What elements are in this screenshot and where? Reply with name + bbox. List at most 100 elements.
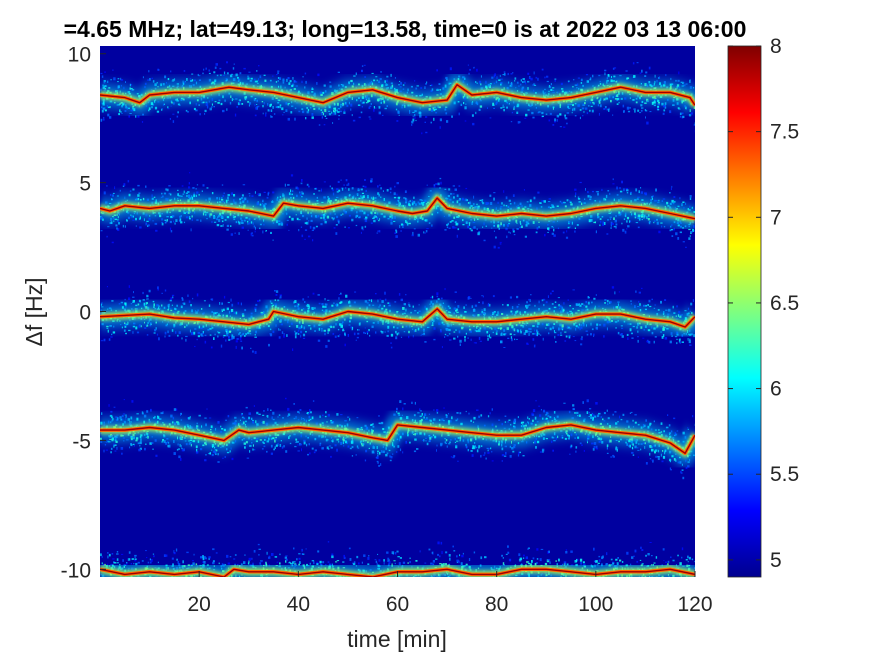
noise-speck-1-1221 bbox=[362, 185, 365, 187]
noise-speck-1-1116 bbox=[431, 225, 433, 227]
noise-speck-0-172 bbox=[528, 77, 531, 79]
noise-speck-1-1553 bbox=[635, 222, 639, 224]
noise-speck-0-56 bbox=[351, 114, 353, 117]
noise-speck-0-553 bbox=[265, 112, 267, 114]
noise-speck-0-752 bbox=[198, 75, 201, 77]
noise-speck-1-708 bbox=[648, 221, 651, 225]
noise-speck-0-55 bbox=[386, 105, 388, 107]
noise-speck-1-1424 bbox=[404, 190, 407, 193]
noise-speck-3-43 bbox=[563, 402, 566, 404]
noise-speck-2-1011 bbox=[384, 331, 386, 333]
noise-speck-0-102 bbox=[336, 109, 338, 112]
noise-speck-0-23 bbox=[177, 103, 180, 106]
noise-speck-0-1261 bbox=[653, 104, 656, 107]
noise-speck-0-1217 bbox=[186, 78, 188, 81]
noise-speck-2-692 bbox=[591, 328, 594, 331]
noise-speck-1-1000 bbox=[132, 188, 135, 191]
noise-speck-2-651 bbox=[120, 301, 124, 304]
noise-speck-3-127 bbox=[149, 442, 152, 445]
noise-speck-2-718 bbox=[560, 334, 563, 336]
noise-speck-0-1060 bbox=[106, 80, 109, 83]
noise-speck-0-1136 bbox=[554, 121, 556, 123]
noise-speck-2-861 bbox=[440, 297, 443, 300]
noise-speck-1-200 bbox=[115, 224, 118, 227]
noise-speck-1-1097 bbox=[626, 189, 629, 192]
noise-speck-0-1385 bbox=[664, 102, 667, 105]
noise-speck-0-606 bbox=[205, 103, 209, 106]
noise-speck-2-511 bbox=[529, 331, 532, 333]
noise-speck-0-1565 bbox=[662, 105, 666, 108]
noise-speck-1-71 bbox=[400, 230, 402, 232]
noise-speck-3-83 bbox=[104, 444, 107, 446]
noise-speck-0-729 bbox=[288, 82, 291, 85]
noise-speck-1-0 bbox=[377, 185, 379, 188]
noise-speck-0-535 bbox=[236, 106, 238, 108]
noise-speck-0-1567 bbox=[101, 109, 104, 113]
noise-speck-0-1305 bbox=[397, 110, 400, 114]
noise-speck-1-354 bbox=[272, 191, 275, 194]
noise-speck-1-1204 bbox=[624, 230, 627, 234]
noise-speck-0-198 bbox=[516, 111, 519, 114]
noise-speck-2-1351 bbox=[678, 310, 681, 314]
noise-speck-1-1027 bbox=[529, 199, 532, 203]
noise-speck-1-670 bbox=[129, 190, 132, 192]
noise-speck-1-1158 bbox=[419, 199, 422, 201]
noise-speck-1-1519 bbox=[106, 185, 108, 187]
noise-speck-1-1510 bbox=[344, 226, 346, 228]
noise-speck-0-1570 bbox=[306, 111, 309, 114]
noise-speck-2-1057 bbox=[327, 339, 330, 342]
noise-speck-2-1502 bbox=[507, 337, 510, 339]
noise-speck-0-1339 bbox=[147, 79, 150, 81]
noise-speck-1-1266 bbox=[138, 192, 141, 194]
noise-speck-1-183 bbox=[259, 227, 261, 230]
noise-speck-0-1524 bbox=[206, 105, 209, 109]
noise-speck-0-1322 bbox=[606, 77, 608, 80]
noise-speck-0-78 bbox=[230, 74, 233, 78]
noise-speck-0-103 bbox=[506, 106, 508, 109]
noise-speck-0-1488 bbox=[275, 106, 279, 108]
noise-speck-2-560 bbox=[175, 331, 177, 334]
noise-speck-0-756 bbox=[574, 115, 577, 117]
noise-speck-1-944 bbox=[135, 217, 137, 221]
noise-speck-1-1358 bbox=[165, 188, 168, 191]
noise-speck-0-1259 bbox=[520, 79, 522, 82]
noise-speck-2-475 bbox=[380, 330, 382, 333]
noise-speck-0-1065 bbox=[522, 81, 524, 83]
noise-speck-2-1543 bbox=[525, 329, 528, 333]
noise-speck-1-1551 bbox=[635, 188, 638, 192]
noise-speck-0-577 bbox=[373, 106, 375, 109]
noise-speck-0-1250 bbox=[431, 88, 434, 91]
noise-speck-0-1287 bbox=[125, 81, 126, 83]
noise-speck-0-746 bbox=[208, 72, 211, 74]
noise-speck-2-67 bbox=[689, 344, 692, 346]
noise-speck-0-528 bbox=[211, 103, 213, 106]
noise-speck-0-1103 bbox=[215, 63, 218, 66]
noise-speck-2-394 bbox=[364, 332, 367, 334]
noise-speck-2-1037 bbox=[231, 334, 234, 337]
noise-speck-2-334 bbox=[431, 295, 434, 299]
noise-speck-1-1254 bbox=[612, 178, 614, 181]
noise-speck-1-865 bbox=[378, 230, 381, 233]
noise-speck-0-946 bbox=[204, 113, 206, 115]
noise-speck-2-904 bbox=[528, 331, 530, 333]
noise-speck-2-218 bbox=[560, 331, 562, 335]
noise-speck-0-139 bbox=[378, 111, 381, 115]
noise-speck-1-213 bbox=[122, 185, 125, 187]
noise-speck-0-245 bbox=[120, 84, 122, 87]
noise-speck-2-979 bbox=[433, 338, 436, 341]
noise-speck-2-467 bbox=[604, 299, 607, 301]
noise-speck-2-1113 bbox=[180, 305, 183, 309]
noise-speck-2-1008 bbox=[338, 294, 341, 295]
noise-speck-2-1009 bbox=[278, 328, 280, 331]
noise-speck-2-786 bbox=[226, 307, 229, 311]
noise-speck-0-1571 bbox=[678, 71, 680, 75]
noise-speck-2-1199 bbox=[280, 295, 282, 299]
noise-speck-2-1278 bbox=[351, 328, 353, 331]
noise-speck-0-126 bbox=[493, 107, 495, 109]
noise-speck-1-312 bbox=[465, 187, 468, 190]
noise-speck-2-1220 bbox=[549, 327, 552, 331]
noise-speck-1-645 bbox=[340, 179, 342, 181]
noise-speck-2-183 bbox=[492, 295, 495, 298]
noise-speck-1-1414 bbox=[483, 239, 486, 242]
noise-speck-1-1346 bbox=[202, 184, 205, 187]
